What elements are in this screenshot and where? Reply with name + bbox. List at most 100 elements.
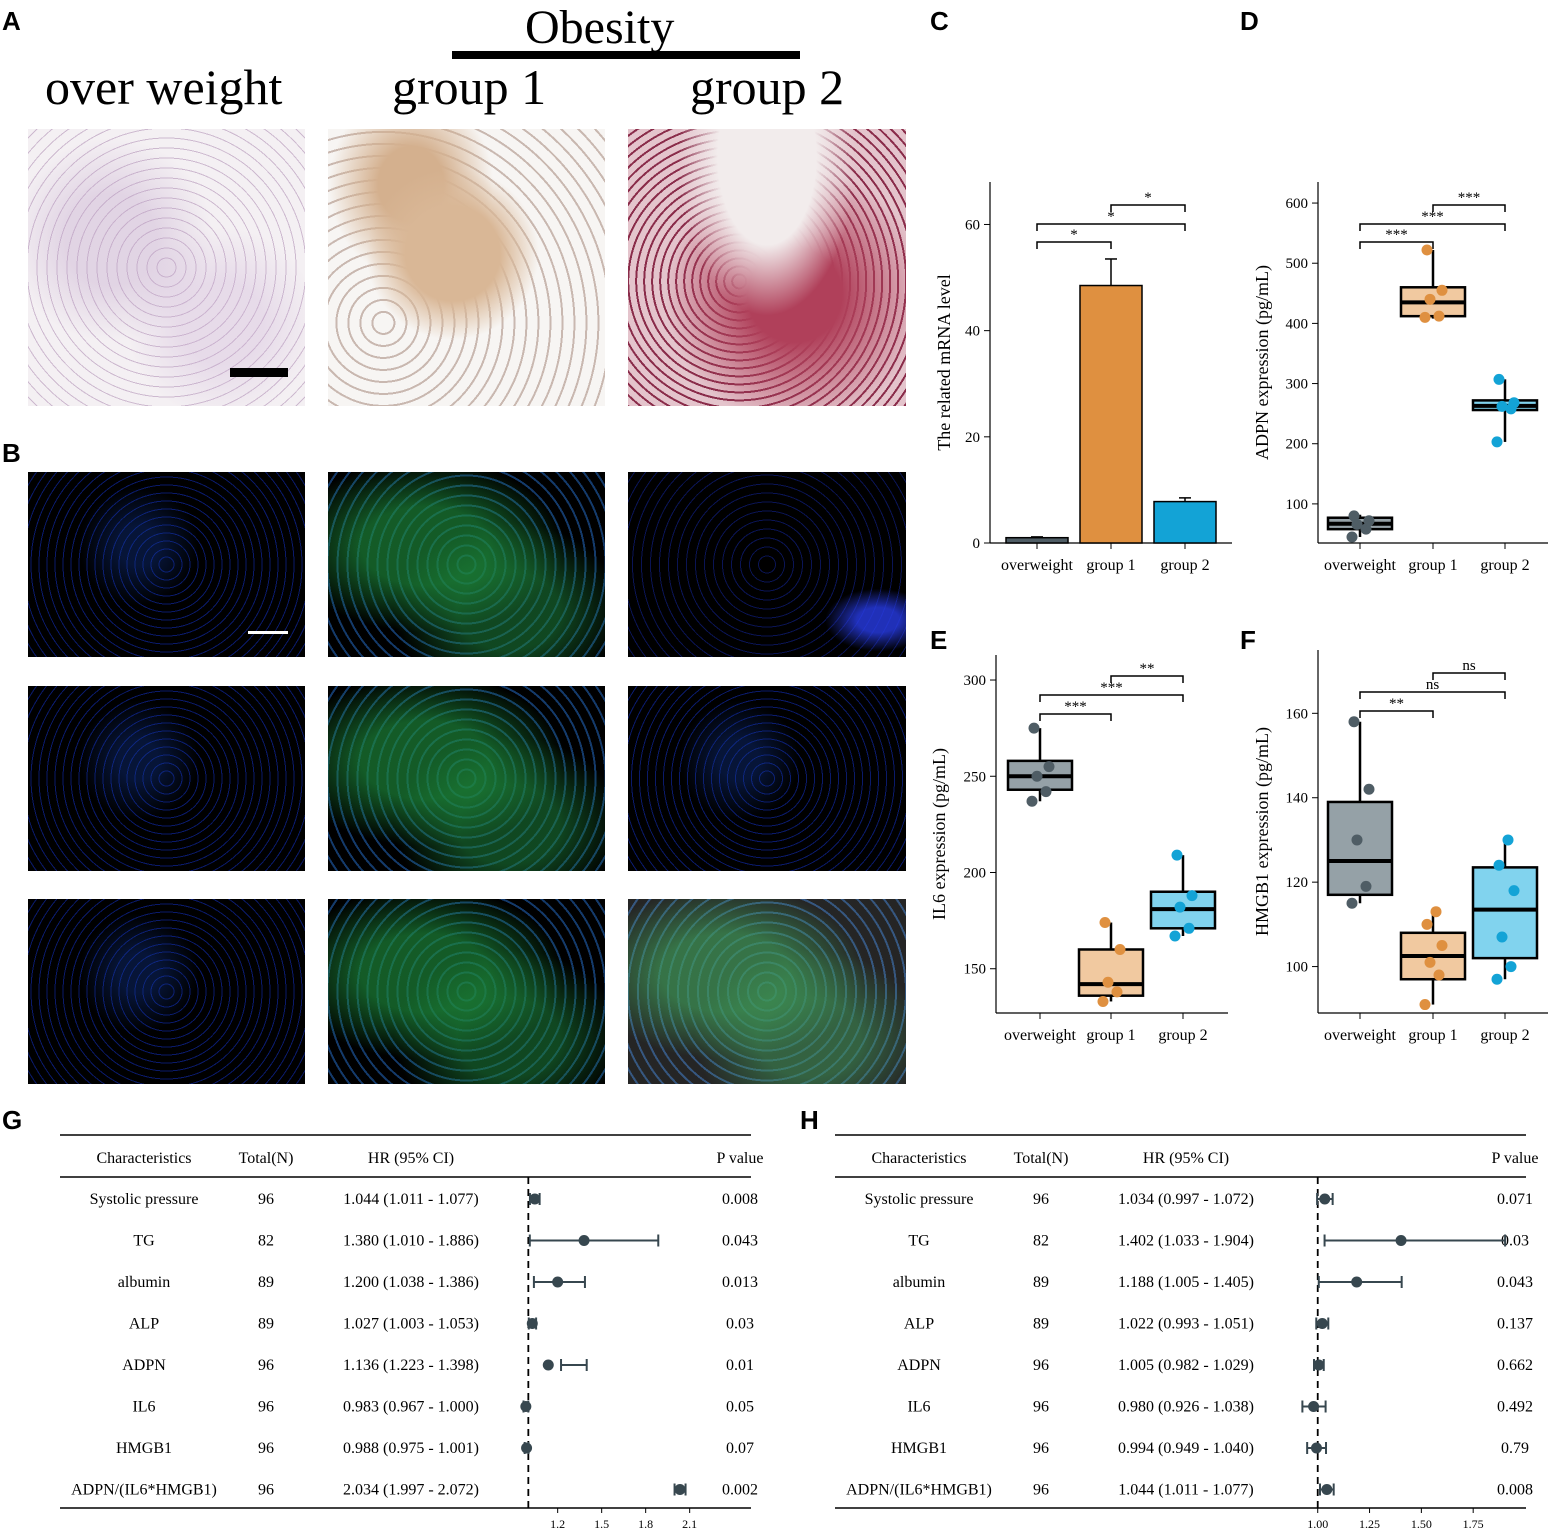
hr-point xyxy=(1316,1318,1328,1329)
x-tick-label: 1.5 xyxy=(594,1517,609,1531)
y-tick-label: 200 xyxy=(1286,437,1309,453)
row-hr: 0.983 (0.967 - 1.000) xyxy=(343,1399,479,1416)
significance-bracket xyxy=(1359,241,1434,249)
y-tick-label: 100 xyxy=(1286,497,1309,513)
row-hr: 1.136 (1.223 - 1.398) xyxy=(343,1357,479,1374)
box-group2 xyxy=(1471,866,1539,960)
row-pvalue: 0.79 xyxy=(1501,1440,1529,1457)
row-hr: 1.044 (1.011 - 1.077) xyxy=(343,1191,478,1208)
y-tick-label: 0 xyxy=(973,536,981,552)
data-point xyxy=(1026,795,1038,807)
row-total: 96 xyxy=(1033,1482,1049,1499)
row-characteristic: TG xyxy=(908,1233,930,1250)
significance-bracket xyxy=(1432,672,1506,680)
row-pvalue: 0.492 xyxy=(1497,1399,1533,1416)
significance-bracket xyxy=(1039,694,1184,702)
data-point xyxy=(1421,244,1433,256)
table-header: HR (95% CI) xyxy=(368,1150,454,1167)
row-total: 96 xyxy=(258,1357,274,1374)
table-header: Characteristics xyxy=(96,1150,191,1167)
x-tick-label: group 2 xyxy=(1160,557,1209,574)
data-point xyxy=(1171,849,1183,861)
if-image-overweight-2 xyxy=(28,686,305,871)
row-hr: 1.005 (0.982 - 1.029) xyxy=(1118,1357,1254,1374)
y-axis-label: ADPN expression (pg/mL) xyxy=(1252,265,1273,460)
hr-point xyxy=(1310,1442,1322,1454)
row-pvalue: 0.03 xyxy=(1501,1233,1529,1250)
row-characteristic: IL6 xyxy=(907,1399,930,1416)
data-point xyxy=(1174,901,1186,913)
y-tick-label: 40 xyxy=(965,324,980,340)
table-header: HR (95% CI) xyxy=(1143,1150,1229,1167)
data-point xyxy=(1360,523,1372,535)
row-hr: 0.994 (0.949 - 1.040) xyxy=(1118,1440,1254,1457)
row-characteristic: ADPN xyxy=(897,1357,941,1374)
column-title-group1: group 1 xyxy=(392,59,547,115)
row-characteristic: TG xyxy=(133,1233,155,1250)
data-point xyxy=(1430,906,1442,918)
row-characteristic: albumin xyxy=(893,1274,945,1291)
if-image-group1-2 xyxy=(328,686,605,871)
hr-point xyxy=(552,1276,564,1288)
x-tick-label: 1.50 xyxy=(1411,1517,1432,1531)
significance-bracket xyxy=(1110,675,1184,683)
data-point xyxy=(1346,531,1358,543)
panel-label-f: F xyxy=(1240,625,1256,655)
data-point xyxy=(1099,917,1111,929)
significance-label: *** xyxy=(1458,190,1481,206)
table-header: Total(N) xyxy=(239,1150,294,1167)
x-tick-label: group 2 xyxy=(1480,1027,1529,1044)
panel-label-h: H xyxy=(800,1105,819,1135)
data-point xyxy=(1424,293,1436,305)
x-tick-label: overweight xyxy=(1001,557,1074,574)
row-total: 96 xyxy=(258,1399,274,1416)
row-total: 96 xyxy=(1033,1191,1049,1208)
he-image-group2 xyxy=(628,129,906,406)
if-image-group2-2 xyxy=(628,686,906,871)
data-point xyxy=(1348,716,1360,728)
box-group1 xyxy=(1077,948,1145,997)
row-total: 96 xyxy=(1033,1399,1049,1416)
row-pvalue: 0.071 xyxy=(1497,1191,1533,1208)
row-hr: 1.380 (1.010 - 1.886) xyxy=(343,1233,479,1250)
row-hr: 0.988 (0.975 - 1.001) xyxy=(343,1440,479,1457)
data-point xyxy=(1111,986,1123,998)
row-characteristic: HMGB1 xyxy=(116,1440,172,1457)
row-total: 96 xyxy=(258,1482,274,1499)
panel-label-a: A xyxy=(2,6,21,36)
row-hr: 1.034 (0.997 - 1.072) xyxy=(1118,1191,1254,1208)
row-hr: 1.188 (1.005 - 1.405) xyxy=(1118,1274,1254,1291)
data-point xyxy=(1433,969,1445,981)
scale-bar xyxy=(248,631,288,634)
x-tick-label: group 1 xyxy=(1408,557,1457,574)
significance-bracket xyxy=(1432,204,1506,212)
row-total: 96 xyxy=(258,1440,274,1457)
data-point xyxy=(1433,310,1445,322)
row-pvalue: 0.01 xyxy=(726,1357,754,1374)
row-total: 89 xyxy=(1033,1274,1049,1291)
significance-label: *** xyxy=(1421,209,1444,225)
table-header: Characteristics xyxy=(871,1150,966,1167)
hr-point xyxy=(1313,1359,1325,1371)
row-total: 82 xyxy=(1033,1233,1049,1250)
y-tick-label: 160 xyxy=(1286,706,1309,722)
row-pvalue: 0.002 xyxy=(722,1482,758,1499)
obesity-title: Obesity xyxy=(525,1,675,54)
obesity-bar xyxy=(452,51,800,59)
data-point xyxy=(1493,373,1505,385)
row-total: 89 xyxy=(1033,1316,1049,1333)
data-point xyxy=(1169,930,1181,942)
row-total: 96 xyxy=(258,1191,274,1208)
panel-label-d: D xyxy=(1240,6,1259,36)
data-point xyxy=(1505,961,1517,973)
significance-label: ns xyxy=(1462,658,1476,674)
significance-label: ** xyxy=(1389,696,1404,712)
he-image-group1 xyxy=(328,129,605,406)
y-tick-label: 150 xyxy=(964,962,987,978)
hr-point xyxy=(526,1318,538,1329)
row-hr: 1.402 (1.033 - 1.904) xyxy=(1118,1233,1254,1250)
y-tick-label: 120 xyxy=(1286,875,1309,891)
row-characteristic: albumin xyxy=(118,1274,170,1291)
data-point xyxy=(1502,834,1514,846)
